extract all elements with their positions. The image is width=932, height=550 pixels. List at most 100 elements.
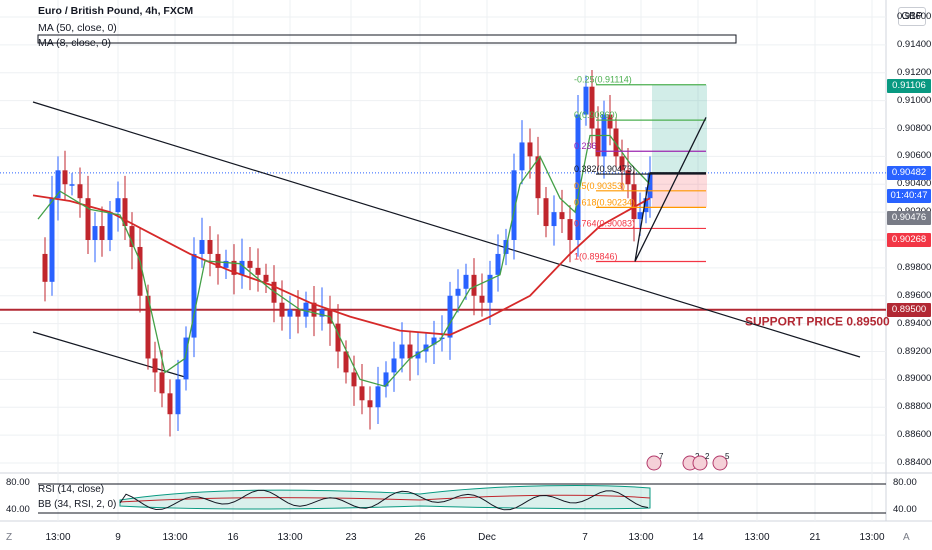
price-axis-label: 0.88600 <box>897 429 932 441</box>
fib-level-label: 0.764(0.90083) <box>574 218 635 228</box>
candle-body <box>145 295 151 359</box>
price-axis-label: 0.90800 <box>897 122 932 134</box>
candle-body <box>255 267 261 275</box>
candle-body <box>115 198 121 213</box>
price-axis-label: 0.88400 <box>897 457 932 468</box>
time-axis-label: 13:00 <box>744 532 770 543</box>
candle-body <box>625 170 631 185</box>
price-axis-label: 0.90600 <box>897 150 932 162</box>
candle-body <box>215 253 221 268</box>
event-count-badge: 7 <box>659 452 664 461</box>
candle-body <box>77 184 83 199</box>
ma8-legend[interactable]: MA (8, close, 0) <box>38 37 111 49</box>
event-count-badge: 5 <box>725 452 730 461</box>
auto-scale-button[interactable]: A <box>903 532 910 543</box>
candle-body <box>183 337 189 380</box>
time-axis-label: 13:00 <box>859 532 885 543</box>
price-tag: 0.90482 <box>887 165 931 180</box>
candle-body <box>637 212 643 220</box>
price-axis-label: 0.89200 <box>897 345 932 357</box>
rsi-axis-left-bottom: 40.00 <box>6 504 30 515</box>
event-flag-icon <box>646 455 662 471</box>
event-count-badge: 2 <box>705 452 710 461</box>
price-axis-label: 0.89000 <box>897 373 932 385</box>
candle-body <box>129 226 135 247</box>
price-tag: 01:40:47 <box>887 188 931 203</box>
candle-body <box>303 302 309 317</box>
rsi-legend[interactable]: RSI (14, close) <box>38 484 105 495</box>
candle-body <box>107 212 113 240</box>
candle-body <box>511 170 517 240</box>
currency-button[interactable]: GBP <box>898 7 926 26</box>
time-axis-label: 21 <box>809 532 821 543</box>
time-axis-label: 13:00 <box>162 532 188 543</box>
price-axis-label: 0.91000 <box>897 94 932 106</box>
candle-body <box>431 337 437 345</box>
candle-body <box>407 344 413 359</box>
candle-body <box>559 212 565 220</box>
rsi-axis-right-bottom: 40.00 <box>893 504 917 515</box>
pattern-drawing <box>634 117 707 262</box>
candle-body <box>69 184 75 186</box>
candle-body <box>399 344 405 359</box>
candle-body <box>335 323 341 352</box>
candle-body <box>175 379 181 415</box>
time-axis-label: 9 <box>115 532 121 543</box>
rsi-line <box>119 489 649 511</box>
fib-level-label: 0.236 <box>574 141 597 151</box>
candle-body <box>423 344 429 352</box>
fib-level-label: 0.382(0.90473) <box>574 164 635 174</box>
event-flag-icon <box>692 455 708 471</box>
candle-body <box>479 295 485 303</box>
candle-body <box>519 142 525 171</box>
event-flag-icon <box>712 455 728 471</box>
candle-body <box>343 351 349 373</box>
candle-body <box>55 170 61 199</box>
candle-body <box>159 372 165 394</box>
candle-body <box>643 198 649 213</box>
bollinger-fill <box>119 485 651 510</box>
candle-body <box>207 240 213 254</box>
loss-zone <box>652 172 707 208</box>
profit-zone <box>652 84 707 173</box>
time-axis-label: 14 <box>692 532 704 543</box>
candle-body <box>152 358 158 373</box>
bollinger-basis <box>119 494 651 503</box>
ma50-legend[interactable]: MA (50, close, 0) <box>38 22 117 34</box>
candle-body <box>85 198 91 240</box>
time-axis-label: 13:00 <box>277 532 303 543</box>
time-axis-label: Dec <box>478 532 496 543</box>
price-axis-label: 0.91400 <box>897 38 932 50</box>
candle-body <box>391 358 397 373</box>
candle-body <box>137 246 143 296</box>
bb-legend[interactable]: BB (34, RSI, 2, 0) <box>38 499 117 510</box>
ma50-line <box>32 194 651 336</box>
fib-level-label: 0.618(0.90234) <box>574 197 635 207</box>
candle-body <box>455 288 461 296</box>
candle-body <box>311 302 317 317</box>
symbol-title[interactable]: Euro / British Pound, 4h, FXCM <box>38 5 194 17</box>
candle-body <box>613 128 619 157</box>
support-label: SUPPORT PRICE 0.89500 <box>745 315 890 329</box>
timezone-button[interactable]: Z <box>6 532 13 543</box>
candle-body <box>231 260 237 275</box>
trendline-lower <box>32 331 186 378</box>
candle-body <box>439 337 445 340</box>
time-axis-label: 7 <box>582 532 588 543</box>
candle-body <box>191 253 197 338</box>
price-axis-label: 0.89800 <box>897 261 932 273</box>
fib-level-label: -0.25(0.91114) <box>574 75 632 85</box>
price-axis-label: 0.89400 <box>897 317 932 329</box>
fib-level-label: 1(0.89846) <box>574 251 618 261</box>
candle-body <box>463 274 469 289</box>
candle-body <box>367 400 373 408</box>
candle-body <box>543 198 549 227</box>
time-axis-label: 13:00 <box>45 532 71 543</box>
candle-body <box>567 219 573 240</box>
candle-body <box>319 309 325 317</box>
time-axis-label: 26 <box>414 532 426 543</box>
candle-body <box>122 198 128 227</box>
fib-level-label: 0.5(0.90353) <box>574 181 625 191</box>
